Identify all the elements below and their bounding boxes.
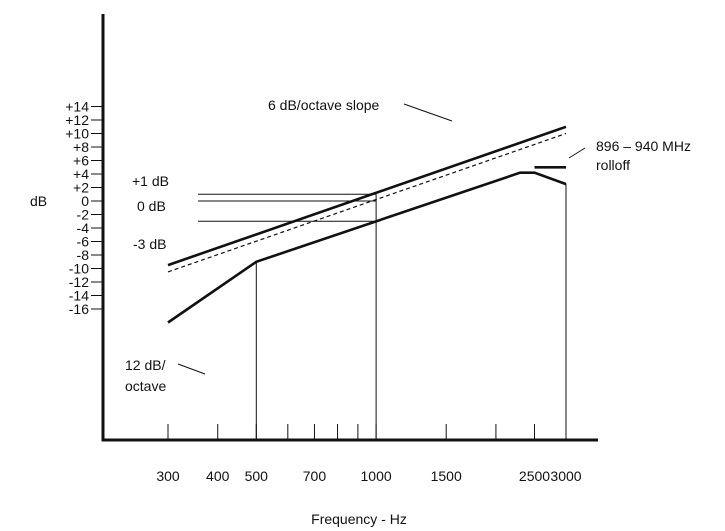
y-tick-label: -8 xyxy=(77,247,90,263)
annotation-12db: 12 dB/ xyxy=(125,357,166,373)
y-axis-ticks: +14+12+10+8+6+4+20-2-4-6-8-10-12-14-16 xyxy=(65,99,103,317)
x-tick-label: 3000 xyxy=(550,468,581,484)
y-tick-label: +12 xyxy=(65,112,89,128)
y-tick-label: -2 xyxy=(77,207,90,223)
x-tick-label: 400 xyxy=(206,468,230,484)
y-tick-label: -12 xyxy=(69,274,89,290)
annotation-leader-rolloff xyxy=(568,147,586,159)
y-tick-label: +14 xyxy=(65,99,89,115)
x-tick-label: 2500 xyxy=(519,468,550,484)
reference-label-plus1db: +1 dB xyxy=(132,173,169,189)
y-tick-label: -10 xyxy=(69,261,89,277)
x-axis-title: Frequency - Hz xyxy=(311,511,407,527)
y-tick-label: +10 xyxy=(65,126,89,142)
y-tick-label: +8 xyxy=(73,139,89,155)
axes xyxy=(101,14,598,442)
y-tick-label: 0 xyxy=(81,193,89,209)
series-line-2 xyxy=(167,132,567,273)
annotation-6db-octave-slope: 6 dB/octave slope xyxy=(268,97,380,113)
series-lines xyxy=(167,125,567,324)
y-tick-label: -14 xyxy=(69,288,89,304)
reference-label-0db: 0 dB xyxy=(137,198,166,214)
reference-lines xyxy=(198,193,377,222)
x-tick-label: 1000 xyxy=(361,468,392,484)
x-tick-label: 300 xyxy=(156,468,180,484)
annotation-leader-6db xyxy=(403,103,453,122)
reference-label-minus3db: -3 dB xyxy=(133,236,166,252)
y-tick-label: -4 xyxy=(77,220,90,236)
annotation-octave: octave xyxy=(125,378,166,394)
annotation-leader-12db xyxy=(177,363,206,375)
y-tick-label: -6 xyxy=(77,234,90,250)
y-tick-label: +2 xyxy=(73,180,89,196)
y-axis-title: dB xyxy=(30,193,47,209)
x-axis-ticks: 300 400 500 700 1000 1500 2500 3000 xyxy=(156,424,582,484)
y-tick-label: +6 xyxy=(73,153,89,169)
x-tick-label: 1500 xyxy=(431,468,462,484)
annotation-rolloff-frequency: 896 – 940 MHz xyxy=(596,138,691,154)
y-tick-label: +4 xyxy=(73,166,89,182)
series-line-3 xyxy=(167,171,567,324)
annotation-rolloff: rolloff xyxy=(596,157,630,173)
x-tick-label: 500 xyxy=(245,468,269,484)
series-line-1 xyxy=(167,125,567,267)
y-tick-label: -16 xyxy=(69,301,89,317)
drop-lines xyxy=(255,184,567,440)
x-tick-label: 700 xyxy=(303,468,327,484)
